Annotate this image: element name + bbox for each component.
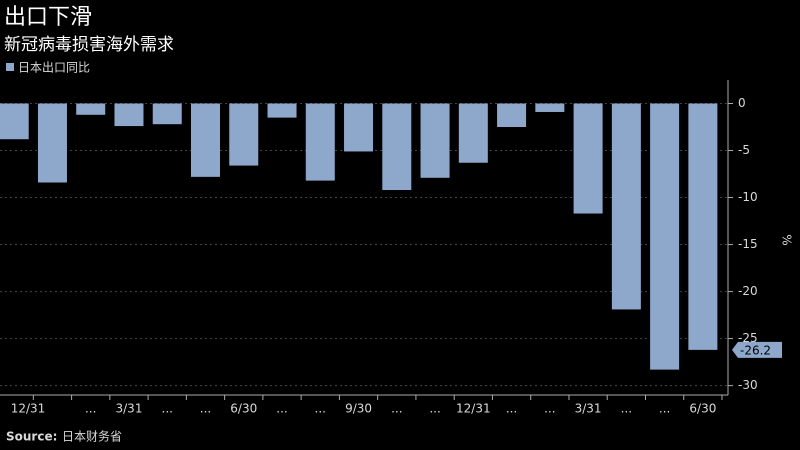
x-tick-label: ... bbox=[659, 402, 670, 416]
chart-subtitle: 新冠病毒损害海外需求 bbox=[4, 35, 174, 55]
chart-title: 出口下滑 bbox=[4, 5, 92, 30]
bar bbox=[76, 103, 106, 115]
bar bbox=[611, 103, 641, 310]
x-tick-label: ... bbox=[429, 402, 440, 416]
x-tick-label: ... bbox=[276, 402, 287, 416]
bar bbox=[152, 103, 182, 125]
y-tick-label: -20 bbox=[738, 284, 758, 298]
x-tick-label: ... bbox=[391, 402, 402, 416]
x-tick-label: 6/30 bbox=[689, 402, 716, 416]
x-tick-label: 12/31 bbox=[11, 402, 46, 416]
bar bbox=[688, 103, 718, 350]
x-tick-label: 3/31 bbox=[116, 402, 143, 416]
x-tick-label: ... bbox=[315, 402, 326, 416]
y-tick-label: 0 bbox=[738, 96, 746, 110]
bar bbox=[267, 103, 297, 118]
callout-box bbox=[732, 341, 782, 358]
bar bbox=[229, 103, 259, 166]
bar bbox=[573, 103, 603, 214]
bar bbox=[191, 103, 220, 177]
y-tick-label: -30 bbox=[738, 378, 758, 392]
legend-swatch bbox=[6, 63, 14, 71]
y-axis-label: % bbox=[780, 234, 794, 245]
x-tick-label: 6/30 bbox=[230, 402, 257, 416]
bar bbox=[497, 103, 527, 128]
x-tick-label: ... bbox=[85, 402, 96, 416]
source-label: Source: bbox=[6, 430, 57, 444]
bar bbox=[458, 103, 488, 163]
y-tick-label: -10 bbox=[738, 190, 758, 204]
bar bbox=[37, 103, 67, 183]
y-tick-label: -25 bbox=[738, 331, 758, 345]
bar bbox=[535, 103, 565, 112]
x-tick-label: ... bbox=[621, 402, 632, 416]
y-tick-label: -15 bbox=[738, 237, 758, 251]
legend-label: 日本出口同比 bbox=[18, 61, 90, 75]
source: 日本财务省 bbox=[62, 429, 122, 444]
x-tick-label: 12/31 bbox=[456, 402, 491, 416]
bar bbox=[305, 103, 335, 181]
bar bbox=[114, 103, 144, 127]
callout-label: -26.2 bbox=[740, 343, 771, 357]
x-tick-label: 3/31 bbox=[575, 402, 602, 416]
bar bbox=[420, 103, 450, 178]
x-tick-label: ... bbox=[162, 402, 173, 416]
x-tick-label: ... bbox=[544, 402, 555, 416]
bar bbox=[382, 103, 412, 191]
bar bbox=[0, 103, 29, 140]
bar bbox=[650, 103, 680, 370]
x-tick-label: ... bbox=[200, 402, 211, 416]
bar bbox=[344, 103, 374, 152]
x-tick-label: ... bbox=[506, 402, 517, 416]
y-tick-label: -5 bbox=[738, 143, 750, 157]
x-tick-label: 9/30 bbox=[345, 402, 372, 416]
